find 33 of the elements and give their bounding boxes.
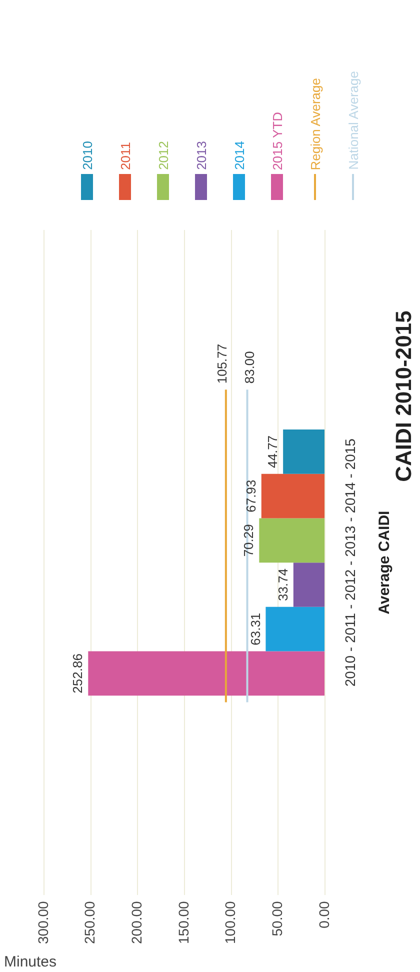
x-tick-label: 0.00	[316, 900, 332, 928]
data-label: 44.77	[265, 435, 280, 468]
y-axis-title: Average CAIDI	[376, 510, 394, 614]
data-label: 33.74	[275, 568, 290, 602]
y-tick-label: 2010 - 2011 - 2012 - 2013 - 2014 - 2015	[342, 438, 358, 687]
x-tick-label: 100.00	[222, 900, 238, 944]
text: 2015 YTD	[270, 112, 284, 170]
data-label: 63.31	[248, 612, 263, 646]
bar	[283, 430, 324, 474]
data-label: 70.29	[241, 524, 256, 557]
annotation: 105.77	[214, 344, 230, 384]
bar	[266, 606, 324, 652]
x-tick-label: 200.00	[128, 900, 145, 944]
annotation: 83.00	[242, 351, 257, 384]
bar	[88, 651, 324, 696]
x-tick-label: 150.00	[175, 900, 192, 944]
text: 2014	[232, 141, 246, 170]
data-label: 67.93	[243, 480, 258, 512]
ref-line-label: Region Average	[308, 78, 322, 170]
text: 2013	[194, 141, 208, 170]
ref-line-label: National Average	[346, 71, 360, 170]
x-tick-label: 50.00	[269, 900, 286, 936]
text: 2011	[118, 142, 132, 170]
x-tick-label: 250.00	[82, 900, 98, 944]
bar	[259, 518, 324, 563]
data-label: 252.86	[70, 654, 86, 694]
bar	[261, 474, 324, 518]
bar	[293, 562, 324, 607]
text: 2010	[80, 141, 94, 170]
text: 2012	[156, 141, 170, 170]
x-axis-title: Minutes	[4, 954, 57, 971]
text: CAIDI 2010-2015	[391, 310, 416, 482]
x-tick-label: 300.00	[34, 900, 51, 944]
